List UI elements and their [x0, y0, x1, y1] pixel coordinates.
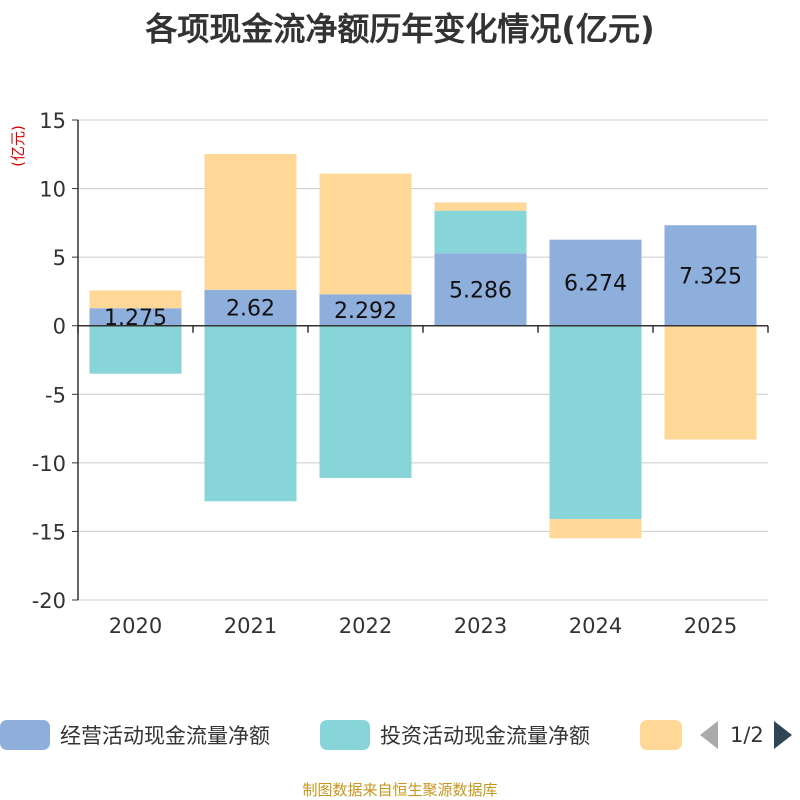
- x-tick-label-2024: 2024: [569, 614, 622, 638]
- pager-page-indicator: 1/2: [730, 723, 764, 747]
- x-tick-label-2023: 2023: [454, 614, 507, 638]
- pager-prev-icon[interactable]: [700, 721, 718, 749]
- bar-2023-series-2[interactable]: [434, 202, 527, 211]
- bar-2020-series-0[interactable]: [89, 308, 182, 326]
- y-tick-label: 5: [53, 246, 66, 270]
- y-tick-label: 10: [39, 178, 66, 202]
- x-tick-label-2025: 2025: [684, 614, 737, 638]
- x-tick-label-2020: 2020: [109, 614, 162, 638]
- grid-lines: [78, 119, 768, 601]
- bar-2020-series-1[interactable]: [89, 325, 182, 374]
- chart-title: 各项现金流净额历年变化情况(亿元): [145, 10, 655, 48]
- data-label-2020: 1.275: [104, 306, 167, 331]
- bar-2024-series-0[interactable]: [549, 239, 642, 326]
- legend-swatch-operating: [0, 720, 50, 750]
- bar-2022-series-1[interactable]: [319, 325, 412, 478]
- data-label-2025: 7.325: [679, 264, 742, 289]
- bar-2023-series-1[interactable]: [434, 210, 527, 254]
- bar-2025-series-2[interactable]: [664, 325, 757, 440]
- x-tick-label-2021: 2021: [224, 614, 277, 638]
- bar-2022-series-2[interactable]: [319, 173, 412, 295]
- legend-swatch-financing: [640, 720, 682, 750]
- data-label-2023: 5.286: [449, 278, 512, 303]
- y-tick-label: 15: [39, 109, 66, 133]
- legend-item-investing[interactable]: 投资活动现金流量净额: [320, 716, 590, 754]
- y-tick-label: 0: [53, 315, 66, 339]
- bar-2021-series-0[interactable]: [204, 289, 297, 326]
- bar-2024-series-2[interactable]: [549, 519, 642, 539]
- data-label-2022: 2.292: [334, 299, 397, 324]
- bar-2024-series-1[interactable]: [549, 325, 642, 520]
- legend-label-operating: 经营活动现金流量净额: [60, 724, 270, 748]
- bar-2021-series-2[interactable]: [204, 154, 297, 290]
- data-label-2024: 6.274: [564, 272, 627, 297]
- bars: [89, 154, 757, 539]
- bar-2021-series-1[interactable]: [204, 325, 297, 502]
- legend-swatch-investing: [320, 720, 370, 750]
- data-labels: 1.275 2.62 2.292 5.286 6.274 7.325: [104, 264, 742, 330]
- legend-label-investing: 投资活动现金流量净额: [380, 724, 590, 748]
- bar-2023-series-0[interactable]: [434, 253, 527, 326]
- legend-item-financing[interactable]: [640, 716, 692, 754]
- data-label-2021: 2.62: [226, 297, 275, 322]
- y-tick-label: -15: [32, 520, 66, 544]
- legend-item-operating[interactable]: 经营活动现金流量净额: [0, 716, 270, 754]
- legend-pager: 1/2: [700, 716, 792, 754]
- bar-2022-series-0[interactable]: [319, 294, 412, 326]
- axes: 15 10 5 0 -5 -10 -15 -20 2020 2021 2022 2023 2024 202…: [32, 109, 769, 638]
- bar-2020-series-2[interactable]: [89, 290, 182, 309]
- legend: 经营活动现金流量净额 投资活动现金流量净额 1/2: [0, 716, 800, 754]
- y-tick-label: -10: [32, 452, 66, 476]
- y-tick-label: -5: [45, 383, 66, 407]
- y-axis-unit-label: (亿元): [9, 125, 27, 167]
- bar-2025-series-0[interactable]: [664, 225, 757, 326]
- y-tick-label: -20: [32, 589, 66, 613]
- pager-next-icon[interactable]: [773, 721, 792, 749]
- x-tick-label-2022: 2022: [339, 614, 392, 638]
- data-source-note: 制图数据来自恒生聚源数据库: [302, 781, 498, 799]
